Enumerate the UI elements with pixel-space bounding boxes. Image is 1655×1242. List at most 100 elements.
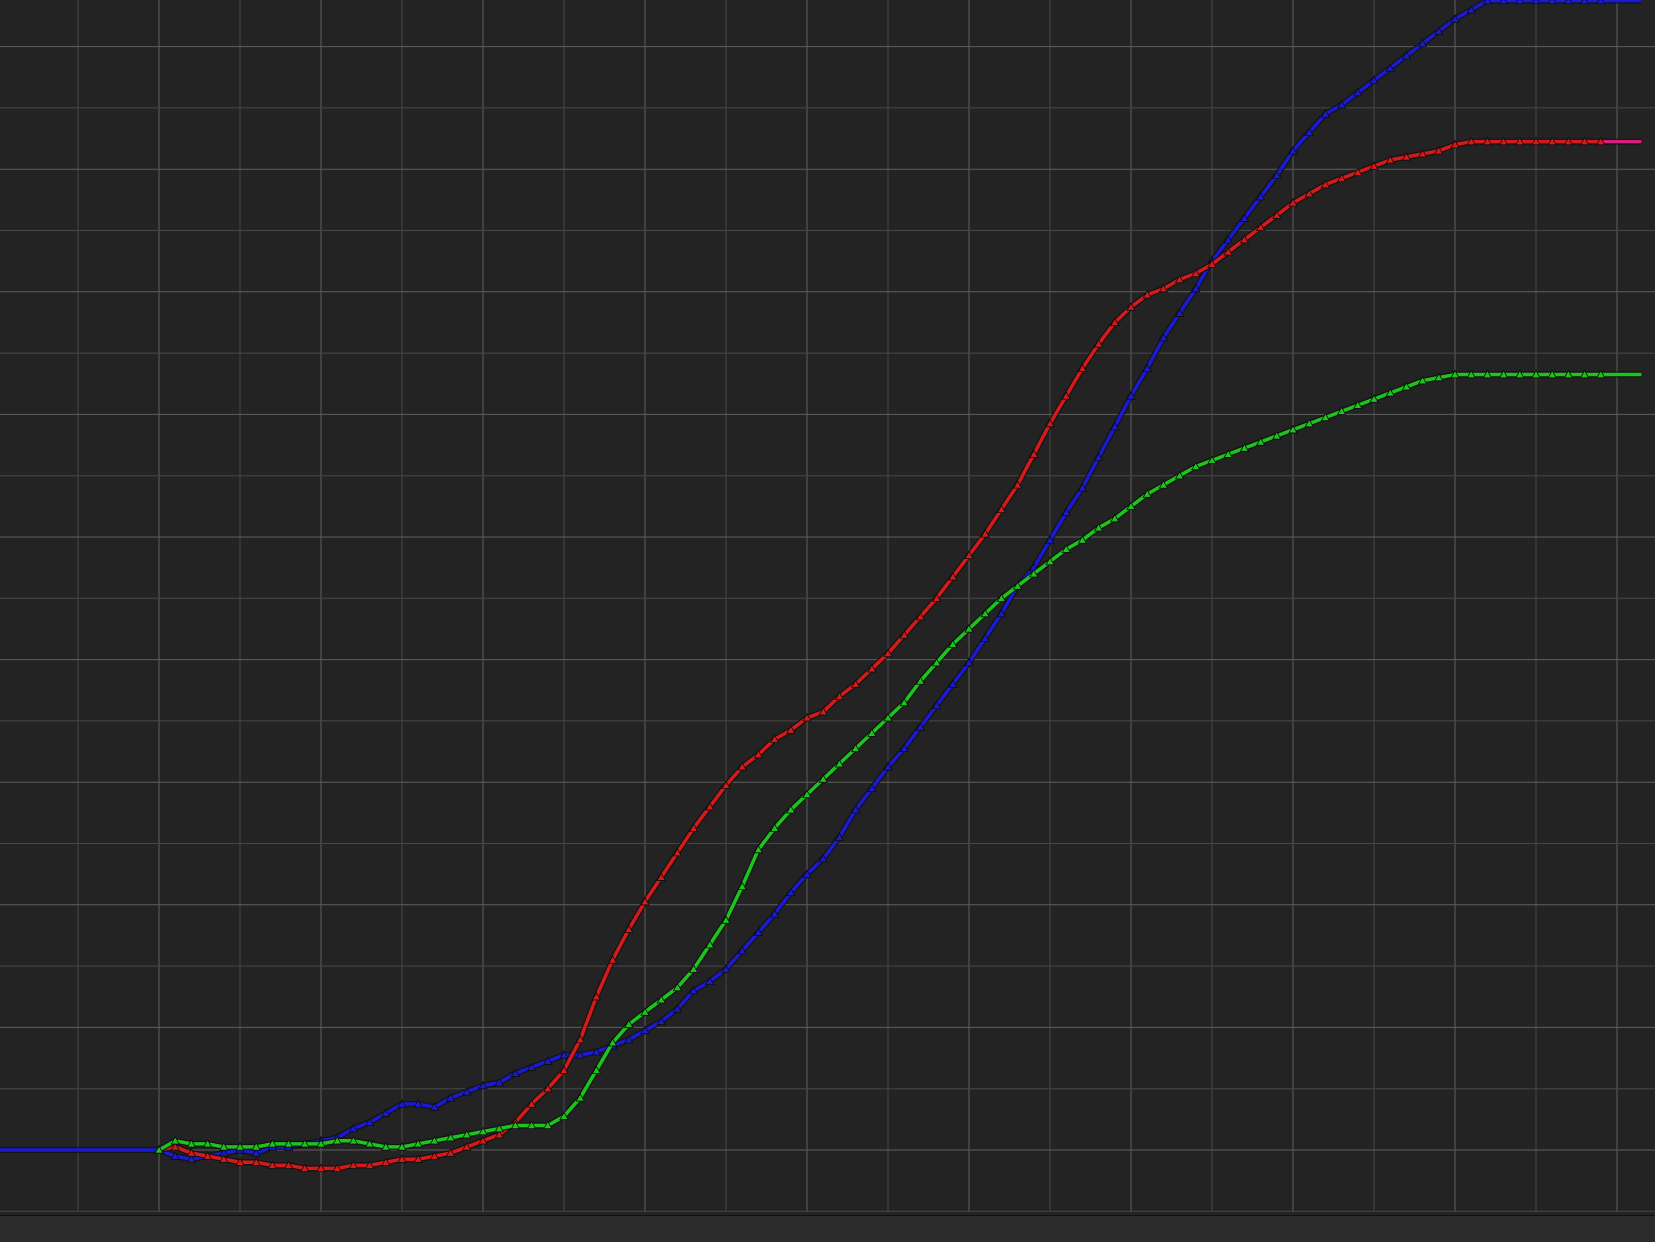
bottom-scrollbar[interactable] <box>0 1215 1655 1242</box>
series-2-marker <box>1434 145 1444 155</box>
series-2-marker <box>867 663 877 673</box>
series-1-marker <box>1239 213 1250 222</box>
series-3-marker <box>1126 501 1136 510</box>
series-1-marker <box>1515 0 1525 5</box>
series-3-marker <box>850 743 861 753</box>
series-3-marker <box>996 593 1007 602</box>
series-3-marker <box>413 1139 423 1148</box>
series-2-marker <box>1158 283 1169 293</box>
series-1-marker <box>478 1080 488 1090</box>
series-1-marker <box>1320 109 1331 118</box>
series-2-marker <box>1466 136 1476 146</box>
series-2-marker <box>1142 290 1152 299</box>
series-3-marker <box>1029 568 1039 578</box>
series-1-marker <box>753 927 764 936</box>
series-3-marker <box>397 1142 407 1151</box>
series-3-marker <box>931 657 942 667</box>
series-3-marker <box>834 758 845 768</box>
series-3-marker <box>1531 369 1541 379</box>
series-1-marker <box>737 945 747 955</box>
series-1-marker <box>1191 283 1201 293</box>
series-3-marker <box>348 1135 359 1145</box>
series-2-marker <box>543 1083 553 1093</box>
series-1-marker <box>818 854 828 863</box>
series-1-marker <box>1369 75 1379 84</box>
series-2-marker <box>235 1157 245 1166</box>
series-3-marker <box>656 994 666 1004</box>
series-1-marker <box>640 1025 650 1035</box>
series-3-marker <box>186 1139 197 1148</box>
series-2-marker <box>348 1160 359 1169</box>
series-3-marker <box>688 964 699 973</box>
series-1-marker <box>1417 38 1428 48</box>
series-2-marker <box>1482 136 1493 146</box>
line-chart <box>0 0 1655 1212</box>
series-3-marker <box>283 1139 294 1148</box>
series-2-marker <box>429 1151 440 1160</box>
series-3-marker <box>1239 443 1250 452</box>
series-2-marker <box>931 593 942 602</box>
series-2-marker <box>1320 179 1331 189</box>
series-2-marker <box>964 550 974 559</box>
series-2-marker <box>769 734 780 743</box>
series-2-marker <box>1045 418 1055 428</box>
series-2-marker <box>1563 136 1574 146</box>
series-3-marker <box>1142 489 1152 498</box>
series-3-marker <box>316 1139 326 1148</box>
series-1-marker <box>786 887 796 897</box>
series-2-marker <box>883 648 893 658</box>
series-1-marker <box>559 1050 569 1059</box>
series-3-marker <box>494 1123 504 1133</box>
series-1-marker <box>1579 0 1590 5</box>
series-3-marker <box>445 1132 456 1142</box>
series-2-marker <box>607 955 618 964</box>
series-3-marker <box>429 1135 440 1145</box>
series-1-marker <box>1093 452 1104 461</box>
series-3-marker <box>818 774 828 783</box>
series-3 <box>154 369 1642 1154</box>
series-1-marker <box>543 1056 553 1065</box>
series-2-marker <box>1126 302 1136 311</box>
series-3-marker <box>1596 369 1606 379</box>
series-3-marker <box>1515 369 1525 379</box>
series-2-marker <box>1353 167 1363 176</box>
series-1-marker <box>397 1099 407 1108</box>
series-1-marker <box>1304 127 1314 137</box>
series-1-marker <box>672 1004 683 1013</box>
series-2-marker <box>526 1099 537 1108</box>
series-1-marker <box>186 1154 197 1163</box>
series-2-marker <box>1417 149 1428 158</box>
series-2-marker <box>753 749 764 759</box>
series-3-marker <box>1450 369 1460 379</box>
series-2-marker <box>478 1135 488 1145</box>
series-1-marker <box>1077 483 1088 492</box>
series-1-marker <box>705 976 715 986</box>
series-2-marker <box>705 801 715 811</box>
series-3-marker <box>478 1126 488 1136</box>
series-3-marker <box>640 1007 650 1016</box>
series-2-marker <box>445 1148 456 1157</box>
series-3-marker <box>705 939 715 949</box>
series-1-marker <box>656 1016 666 1025</box>
series-2-marker <box>656 872 666 881</box>
series-1-marker <box>1158 332 1169 342</box>
series-1-marker <box>1450 14 1460 23</box>
series-2-marker <box>1369 161 1379 170</box>
series-3-marker <box>1579 369 1590 379</box>
series-2-marker <box>1110 317 1120 327</box>
series-3-marker <box>202 1139 213 1148</box>
series-3-marker <box>462 1129 472 1139</box>
series-1-marker <box>688 985 699 995</box>
series-2-marker <box>300 1163 310 1172</box>
series-1-marker <box>445 1093 456 1102</box>
series-3-marker <box>964 624 974 633</box>
series-2-marker <box>186 1148 197 1157</box>
series-3-marker <box>1272 431 1282 440</box>
series-2 <box>154 136 1642 1172</box>
series-2-marker <box>834 691 845 700</box>
series-3-marker <box>1336 406 1347 415</box>
series-3-marker <box>1061 544 1071 553</box>
series-2-marker <box>267 1160 278 1169</box>
series-3-marker <box>1191 461 1201 471</box>
series-1-marker <box>915 722 926 731</box>
